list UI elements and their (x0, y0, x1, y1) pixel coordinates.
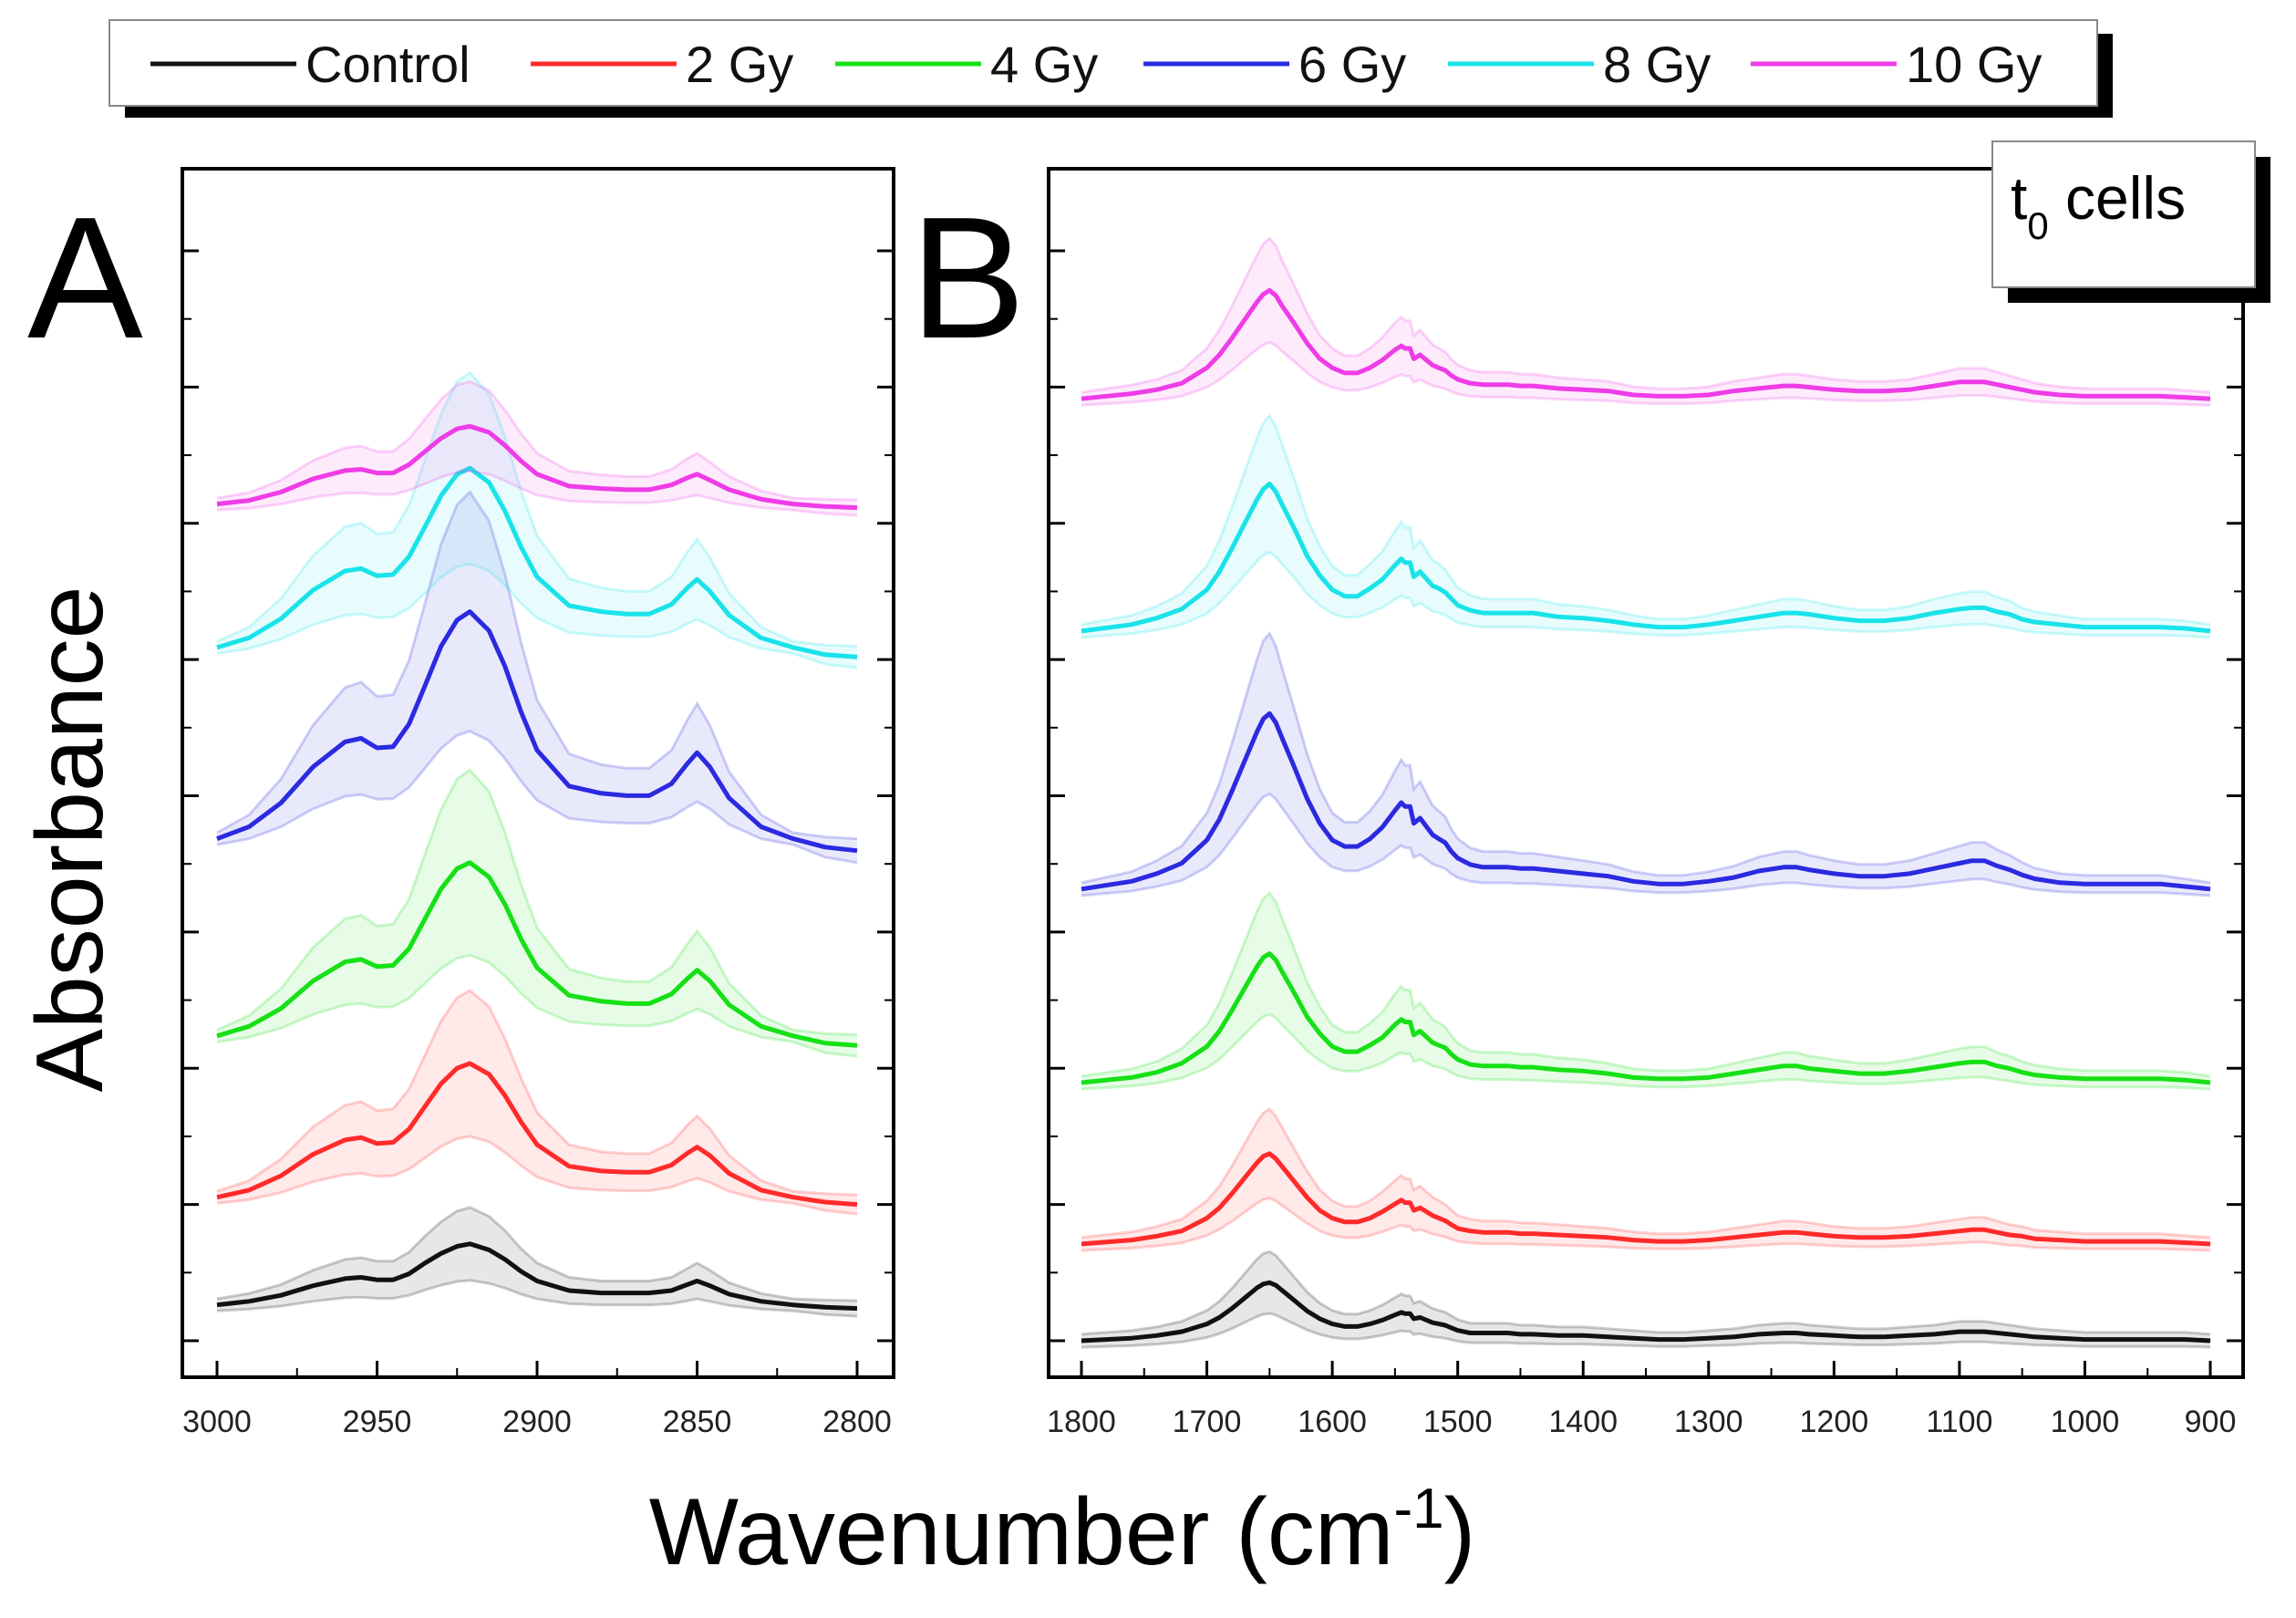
annotation-t0-cells: t0 cells (1991, 140, 2270, 303)
panel-a-lower-2 (216, 953, 858, 1058)
panel-a: 3000 2950 2900 2850 2800 A (27, 167, 895, 1439)
panel-b-band-4 (1081, 415, 2210, 638)
panel-a-upper-1 (216, 989, 858, 1197)
x-axis-title-close: ) (1444, 1479, 1476, 1585)
panel-b-upper-1 (1081, 1107, 2211, 1239)
panel-b-band-5 (1081, 238, 2210, 406)
panel-b-line-2-gy (1081, 1151, 2211, 1247)
panel-b-xtick-label-9: 900 (2185, 1405, 2237, 1439)
legend-items: Control 2 Gy 4 Gy 6 Gy 8 Gy 10 Gy (150, 36, 2042, 93)
panel-a-xtick-label-1: 2950 (343, 1405, 412, 1439)
panel-a-xtick-label-4: 2800 (822, 1405, 892, 1439)
panel-b-lower-4 (1081, 550, 2211, 639)
panel-b-lower-2 (1081, 1012, 2211, 1091)
panel-a-xtick-label-0: 3000 (182, 1405, 252, 1439)
annotation-rest: cells (2049, 164, 2186, 232)
legend-label-0: Control (305, 36, 471, 93)
panel-a-band-4 (217, 372, 857, 669)
panel-a-xtick-label-3: 2850 (663, 1405, 732, 1439)
annotation-box (1991, 140, 2256, 288)
panel-a-line-2-gy (216, 1061, 858, 1208)
panel-a-line-6-gy (216, 609, 858, 854)
panel-a-line-4-gy (216, 860, 858, 1048)
panel-b-xtick-label-3: 1500 (1423, 1405, 1493, 1439)
legend-label-3: 6 Gy (1298, 36, 1406, 93)
panel-b-line-control (1081, 1280, 2211, 1343)
x-axis-title: Wavenumber (cm-1) (649, 1478, 1476, 1585)
panel-a-band-3 (217, 492, 857, 863)
panel-a-band-1 (217, 991, 857, 1215)
panel-b-upper-5 (1081, 236, 2211, 394)
panel-a-band-0 (217, 1207, 857, 1317)
panel-b-line-6-gy (1081, 710, 2211, 892)
legend-label-1: 2 Gy (686, 36, 793, 93)
annotation-t: t (2011, 164, 2027, 232)
panel-a-label: A (27, 182, 143, 375)
panel-b-curves (1081, 236, 2211, 1349)
panel-a-upper-2 (216, 768, 858, 1036)
x-axis-title-sup: -1 (1393, 1478, 1443, 1540)
panel-a-ticks: 3000 2950 2900 2850 2800 (182, 249, 894, 1439)
panel-a-upper-3 (216, 490, 858, 841)
panel-b-upper-3 (1081, 630, 2211, 885)
panel-b-line-4-gy (1081, 951, 2211, 1085)
panel-b: 1800 1700 1600 1500 1400 1300 1200 1100 1000 900 … (910, 167, 2245, 1439)
panel-b-line-8-gy (1081, 482, 2211, 634)
panel-a-line-control (216, 1241, 858, 1312)
panel-a-lower-4 (216, 562, 858, 669)
panel-b-xtick-label-2: 1600 (1298, 1405, 1367, 1439)
panel-a-xtick-label-2: 2900 (502, 1405, 572, 1439)
panel-b-xtick-label-1: 1700 (1173, 1405, 1242, 1439)
panel-b-lower-0 (1081, 1312, 2211, 1349)
panel-b-band-2 (1081, 893, 2210, 1090)
panel-b-xtick-label-7: 1100 (1926, 1405, 1992, 1439)
panel-b-line-10-gy (1081, 287, 2211, 401)
x-axis-title-main: Wavenumber (cm (649, 1479, 1394, 1585)
legend-label-4: 8 Gy (1603, 36, 1711, 93)
panel-b-lower-5 (1081, 340, 2211, 407)
y-axis-title: Absorbance (17, 586, 123, 1092)
panel-a-band-5 (217, 381, 857, 516)
panel-a-lower-1 (216, 1135, 858, 1216)
panel-b-upper-4 (1081, 413, 2211, 627)
panel-a-line-8-gy (216, 465, 858, 659)
annotation-subscript: 0 (2027, 204, 2048, 247)
panel-a-lower-3 (216, 729, 858, 865)
legend: Control 2 Gy 4 Gy 6 Gy 8 Gy 10 Gy (109, 19, 2113, 118)
legend-label-5: 10 Gy (1906, 36, 2042, 93)
panel-a-upper-5 (216, 379, 858, 502)
panel-a-line-10-gy (216, 423, 858, 511)
panel-b-band-3 (1081, 633, 2210, 896)
panel-b-xtick-label-8: 1000 (2051, 1405, 2120, 1439)
panel-b-upper-2 (1081, 890, 2211, 1078)
panel-a-lower-0 (216, 1279, 858, 1318)
panel-b-band-1 (1081, 1109, 2210, 1250)
panel-b-label: B (910, 182, 1026, 375)
panel-a-upper-4 (216, 370, 858, 648)
panel-a-band-2 (217, 770, 857, 1057)
panel-b-xtick-label-5: 1300 (1674, 1405, 1743, 1439)
panel-b-xtick-label-6: 1200 (1800, 1405, 1869, 1439)
panel-b-upper-0 (1081, 1250, 2211, 1336)
annotation-text: t0 cells (2011, 164, 2186, 247)
panel-b-xtick-label-4: 1400 (1548, 1405, 1618, 1439)
legend-label-2: 4 Gy (990, 36, 1098, 93)
panel-b-xtick-label-0: 1800 (1047, 1405, 1116, 1439)
panel-b-ticks: 1800 1700 1600 1500 1400 1300 1200 1100 1000 900 (1047, 249, 2243, 1439)
panel-b-lower-1 (1081, 1196, 2211, 1252)
panel-a-upper-0 (216, 1206, 858, 1302)
panel-b-lower-3 (1081, 792, 2211, 897)
panel-a-curves (216, 370, 858, 1318)
panel-a-lower-5 (216, 470, 858, 517)
